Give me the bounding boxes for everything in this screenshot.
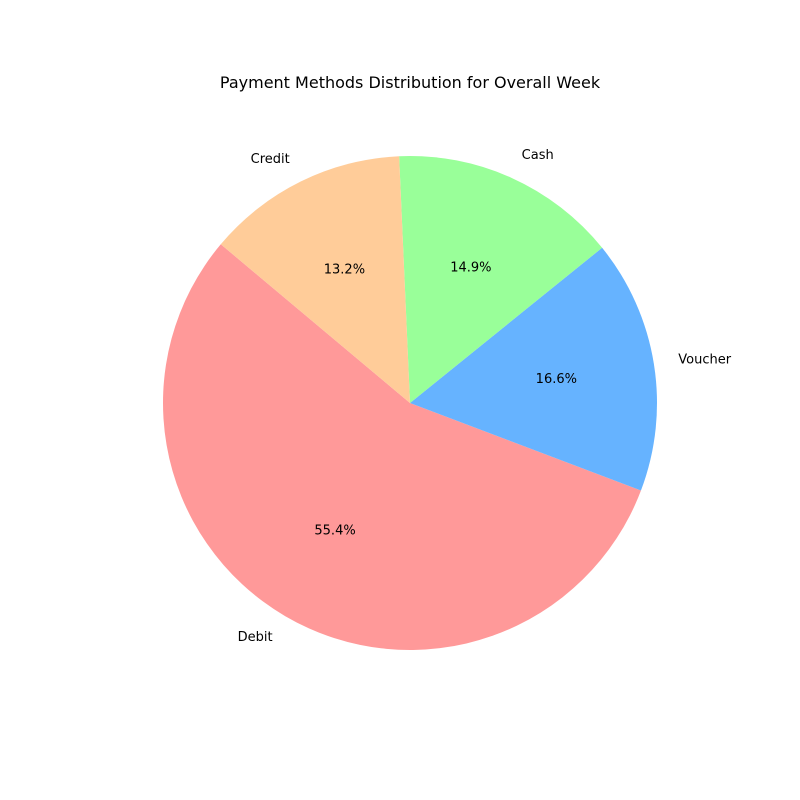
pct-label-cash: 14.9% — [450, 260, 491, 275]
pie-slices — [163, 156, 657, 650]
pie-slice-voucher — [410, 247, 657, 491]
chart-title: Payment Methods Distribution for Overall… — [220, 73, 601, 92]
pie-slice-debit — [163, 244, 641, 650]
pct-label-voucher: 16.6% — [536, 372, 577, 387]
slice-label-credit: Credit — [251, 152, 290, 167]
pie-slice-credit — [220, 156, 410, 403]
slice-label-voucher: Voucher — [678, 353, 731, 368]
slice-label-debit: Debit — [238, 630, 273, 645]
slice-label-cash: Cash — [522, 148, 554, 163]
pct-label-debit: 55.4% — [314, 523, 355, 538]
pie-labels: Debit 55.4% Voucher 16.6% Cash 14.9% Credit 13.… — [238, 148, 732, 645]
pct-label-credit: 13.2% — [324, 263, 365, 278]
pie-slice-cash — [399, 156, 603, 403]
